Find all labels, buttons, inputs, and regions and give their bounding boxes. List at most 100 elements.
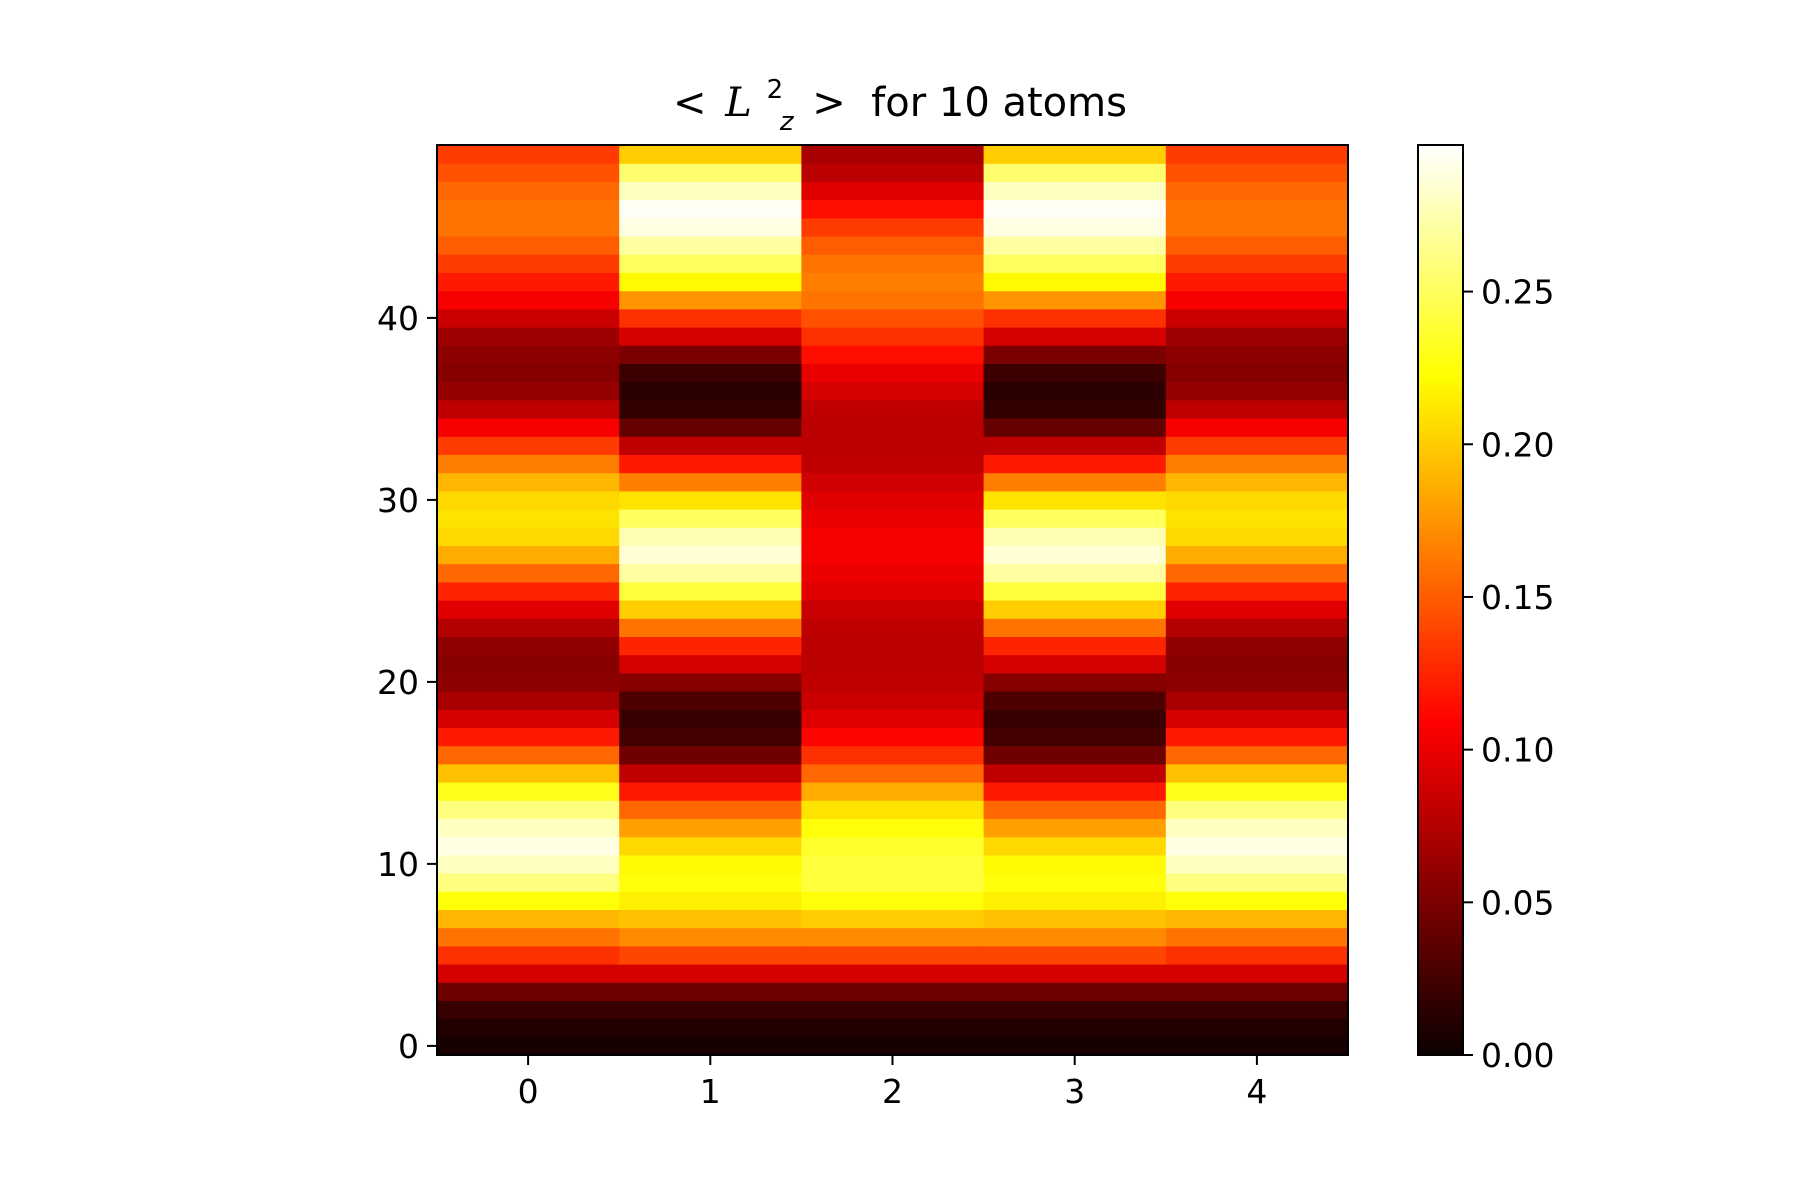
heatmap-cell [437,1000,620,1020]
title-symbol: L [724,80,752,126]
heatmap-cell [1165,836,1349,856]
heatmap-cell [801,636,985,656]
colorbar-tick-label: 0.20 [1481,425,1554,464]
heatmap-cell [619,854,802,874]
heatmap-cell [437,800,620,819]
heatmap-cell [1165,418,1349,437]
heatmap-cell [801,217,985,237]
heatmap-cell [1165,618,1349,637]
heatmap-cell [619,236,802,255]
heatmap-cell [437,236,620,255]
heatmap-cell [1165,763,1349,783]
heatmap-cell [1165,691,1349,710]
heatmap-cell [1165,891,1349,910]
heatmap-cell [983,873,1167,892]
heatmap-cell [437,181,620,201]
colorbar-axis: 0.00 0.05 0.10 0.15 0.20 0.25 [1463,273,1554,1075]
title-open-bracket: < [673,80,707,126]
heatmap-cell [801,308,985,328]
heatmap-cell [983,545,1167,565]
heatmap-cell [619,472,802,492]
colorbar [1417,144,1464,1056]
heatmap-cell [437,145,620,164]
heatmap-cell [1165,636,1349,656]
heatmap-cell [619,909,802,929]
heatmap-cell [1165,1018,1349,1038]
heatmap-cell [801,909,985,929]
heatmap-cell [1165,654,1349,674]
heatmap-cell [983,509,1167,528]
heatmap-cell [1165,472,1349,492]
heatmap-cell [619,873,802,892]
heatmap-cell [1165,964,1349,983]
heatmap-cell [437,1018,620,1038]
heatmap-cell [983,327,1167,346]
heatmap-cell [1165,363,1349,383]
heatmap-cell [801,800,985,819]
heatmap-cell [801,945,985,965]
heatmap-cell [437,454,620,474]
heatmap-cell [983,254,1167,273]
colorbar-tick-label: 0.10 [1481,731,1554,770]
heatmap-cell [801,1018,985,1038]
heatmap-cell [619,691,802,710]
title-rest: for 10 atoms [858,80,1127,126]
heatmap-cell [1165,800,1349,819]
heatmap-cell [801,199,985,219]
heatmap-cell [437,563,620,583]
heatmap-cell [1165,399,1349,419]
heatmap-cell [619,927,802,947]
heatmap-cell [437,873,620,892]
heatmap-cell [983,745,1167,765]
heatmap-cell [801,964,985,983]
heatmap-cell [983,581,1167,601]
heatmap-cell [983,199,1167,219]
heatmap-cell [619,308,802,328]
heatmap-cell [437,618,620,637]
heatmap-cell [437,272,620,292]
heatmap-cell [983,1018,1167,1038]
heatmap-cell [801,418,985,437]
heatmap-cell [801,818,985,838]
heatmap-cell [801,363,985,383]
heatmap-cell [437,509,620,528]
heatmap-cell [619,381,802,401]
heatmap-cell [801,327,985,346]
heatmap-cell [619,327,802,346]
heatmap-cell [983,909,1167,929]
heatmap-cell [619,782,802,801]
heatmap-cell [801,563,985,583]
heatmap-cell [437,709,620,728]
heatmap-cell [619,672,802,692]
heatmap-cell [437,254,620,273]
heatmap-cell [1165,272,1349,292]
heatmap-cell [801,727,985,747]
heatmap-cell [801,181,985,201]
heatmap-cell [801,873,985,892]
heatmap-cell [983,836,1167,856]
heatmap-cell [1165,308,1349,328]
heatmap-cell [1165,1000,1349,1020]
heatmap-cell [801,399,985,419]
heatmap-cell [437,927,620,947]
heatmap-cell [801,472,985,492]
heatmap-cell [983,800,1167,819]
heatmap-cell [619,891,802,910]
heatmap-cell [1165,709,1349,728]
title-close-bracket: > [812,80,846,126]
heatmap-cell [1165,854,1349,874]
heatmap-cell [437,782,620,801]
heatmap-cell [619,254,802,273]
heatmap-cell [983,854,1167,874]
heatmap-cell [437,763,620,783]
heatmap-cell [619,199,802,219]
heatmap-cell [619,982,802,1001]
heatmap-cell [437,581,620,601]
heatmap-cell [983,727,1167,747]
heatmap-cell [437,199,620,219]
heatmap-cell [437,217,620,237]
heatmap-cell [801,290,985,310]
heatmap-cell [437,600,620,619]
heatmap-cell [1165,509,1349,528]
